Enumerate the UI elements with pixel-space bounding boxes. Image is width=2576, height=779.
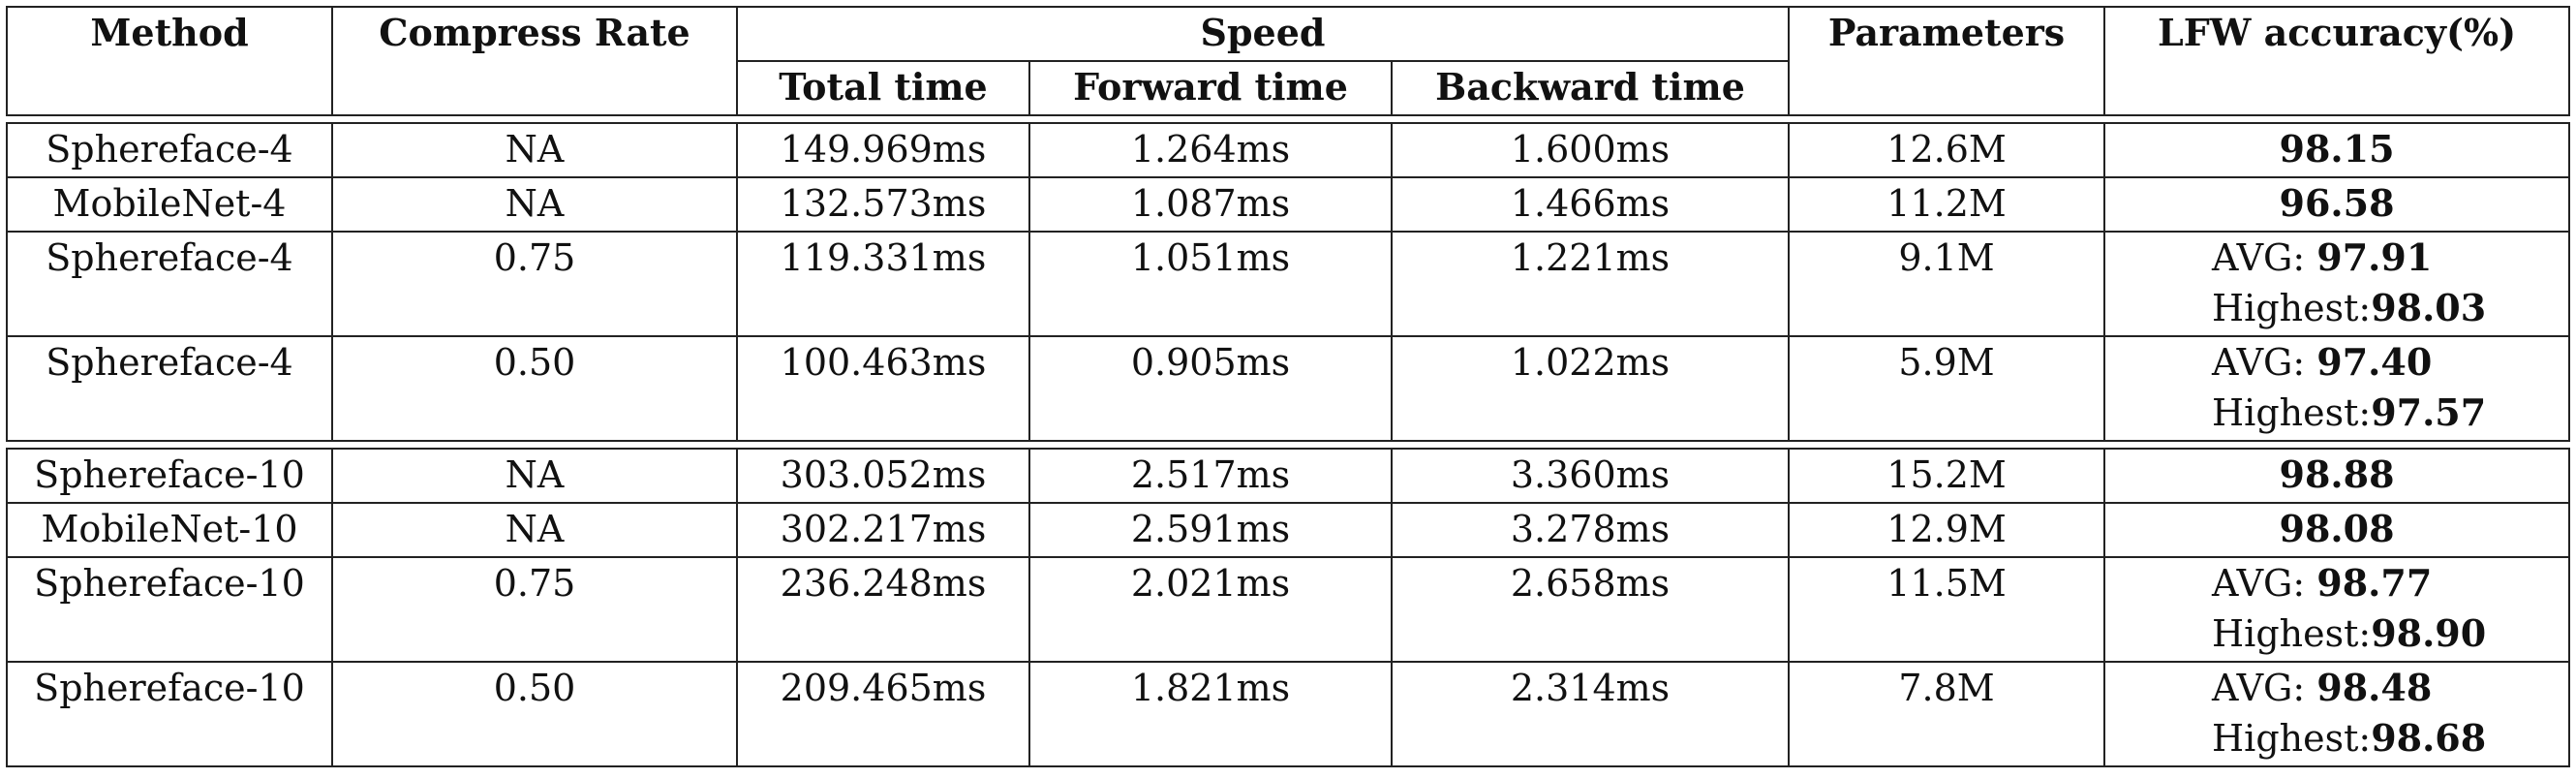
cell-total-time: 236.248ms [736, 556, 1030, 663]
cell-forward-time: 1.264ms [1028, 122, 1393, 178]
header-lfw-accuracy: LFW accuracy(%) [2103, 6, 2571, 116]
cell-accuracy: AVG: 98.48 Highest:98.68 [2103, 661, 2571, 767]
avg-value: 97.40 [2316, 340, 2433, 384]
avg-label: AVG: [2212, 562, 2317, 605]
cell-backward-time: 1.221ms [1390, 231, 1791, 337]
cell-accuracy: 98.08 [2103, 502, 2571, 558]
results-table: Method Compress Rate Speed Parameters LF… [6, 6, 2571, 767]
highest-value: 98.90 [2371, 611, 2487, 655]
cell-total-time: 149.969ms [736, 122, 1030, 178]
accuracy-highest: Highest:98.03 [2212, 283, 2561, 333]
highest-value: 97.57 [2371, 390, 2487, 434]
highest-label: Highest: [2212, 717, 2372, 760]
accuracy-highest: Highest:98.90 [2212, 608, 2561, 659]
cell-method: Sphereface-10 [6, 661, 333, 767]
cell-rate: NA [331, 122, 738, 178]
cell-accuracy: AVG: 97.91 Highest:98.03 [2103, 231, 2571, 337]
cell-accuracy: AVG: 98.77 Highest:98.90 [2103, 556, 2571, 663]
cell-forward-time: 1.821ms [1028, 661, 1393, 767]
cell-backward-time: 2.658ms [1390, 556, 1791, 663]
cell-forward-time: 1.051ms [1028, 231, 1393, 337]
avg-label: AVG: [2212, 341, 2317, 384]
accuracy-avg: AVG: 98.48 [2212, 664, 2561, 713]
accuracy-avg: AVG: 98.77 [2212, 559, 2561, 608]
cell-forward-time: 1.087ms [1028, 176, 1393, 233]
avg-label: AVG: [2212, 236, 2317, 279]
cell-forward-time: 2.591ms [1028, 502, 1393, 558]
highest-label: Highest: [2212, 612, 2372, 655]
cell-forward-time: 0.905ms [1028, 335, 1393, 442]
cell-parameters: 7.8M [1788, 661, 2106, 767]
highest-value: 98.03 [2371, 286, 2487, 329]
cell-parameters: 9.1M [1788, 231, 2106, 337]
table-row: Sphereface-10 NA 303.052ms 2.517ms 3.360… [6, 448, 2571, 504]
cell-method: MobileNet-4 [6, 176, 333, 233]
cell-accuracy: 98.15 [2103, 122, 2571, 178]
avg-value: 98.77 [2316, 561, 2433, 605]
cell-rate: 0.50 [331, 335, 738, 442]
cell-method: Sphereface-10 [6, 556, 333, 663]
cell-total-time: 303.052ms [736, 448, 1030, 504]
cell-rate: NA [331, 176, 738, 233]
cell-backward-time: 2.314ms [1390, 661, 1791, 767]
avg-label: AVG: [2212, 667, 2317, 709]
table-row: Sphereface-10 0.75 236.248ms 2.021ms 2.6… [6, 556, 2571, 663]
header-speed: Speed [735, 6, 1791, 62]
table-row: Sphereface-4 0.75 119.331ms 1.051ms 1.22… [6, 231, 2571, 337]
cell-backward-time: 1.022ms [1390, 335, 1791, 442]
avg-value: 98.48 [2316, 666, 2433, 709]
header-forward-time: Forward time [1028, 60, 1393, 116]
cell-rate: 0.50 [331, 661, 738, 767]
cell-accuracy: 98.88 [2103, 448, 2571, 504]
cell-rate: NA [331, 448, 738, 504]
header-method: Method [6, 6, 333, 116]
header-total-time: Total time [736, 60, 1030, 116]
cell-total-time: 100.463ms [736, 335, 1030, 442]
cell-accuracy: 96.58 [2103, 176, 2571, 233]
table-row: Sphereface-10 0.50 209.465ms 1.821ms 2.3… [6, 661, 2571, 767]
cell-method: Sphereface-4 [6, 335, 333, 442]
cell-backward-time: 1.466ms [1390, 176, 1791, 233]
table-row: MobileNet-10 NA 302.217ms 2.591ms 3.278m… [6, 502, 2571, 558]
header-backward-time: Backward time [1390, 60, 1791, 116]
accuracy-avg: AVG: 97.40 [2212, 338, 2561, 388]
accuracy-highest: Highest:98.68 [2212, 713, 2561, 763]
cell-method: Sphereface-4 [6, 122, 333, 178]
cell-parameters: 12.6M [1788, 122, 2106, 178]
cell-total-time: 209.465ms [736, 661, 1030, 767]
cell-parameters: 11.5M [1788, 556, 2106, 663]
cell-method: Sphereface-10 [6, 448, 333, 504]
cell-backward-time: 3.360ms [1390, 448, 1791, 504]
cell-backward-time: 1.600ms [1390, 122, 1791, 178]
cell-parameters: 11.2M [1788, 176, 2106, 233]
highest-value: 98.68 [2371, 716, 2487, 760]
cell-method: Sphereface-4 [6, 231, 333, 337]
header-compress-rate: Compress Rate [331, 6, 738, 116]
cell-total-time: 119.331ms [736, 231, 1030, 337]
cell-rate: NA [331, 502, 738, 558]
header-parameters: Parameters [1788, 6, 2106, 116]
table-row: Sphereface-4 NA 149.969ms 1.264ms 1.600m… [6, 122, 2571, 178]
cell-rate: 0.75 [331, 556, 738, 663]
cell-forward-time: 2.021ms [1028, 556, 1393, 663]
cell-parameters: 15.2M [1788, 448, 2106, 504]
cell-total-time: 302.217ms [736, 502, 1030, 558]
highest-label: Highest: [2212, 287, 2372, 329]
cell-accuracy: AVG: 97.40 Highest:97.57 [2103, 335, 2571, 442]
cell-forward-time: 2.517ms [1028, 448, 1393, 504]
accuracy-avg: AVG: 97.91 [2212, 234, 2561, 283]
cell-method: MobileNet-10 [6, 502, 333, 558]
cell-backward-time: 3.278ms [1390, 502, 1791, 558]
cell-parameters: 5.9M [1788, 335, 2106, 442]
cell-parameters: 12.9M [1788, 502, 2106, 558]
table-row: MobileNet-4 NA 132.573ms 1.087ms 1.466ms… [6, 176, 2571, 233]
accuracy-highest: Highest:97.57 [2212, 388, 2561, 438]
table-row: Sphereface-4 0.50 100.463ms 0.905ms 1.02… [6, 335, 2571, 442]
highest-label: Highest: [2212, 391, 2372, 434]
cell-rate: 0.75 [331, 231, 738, 337]
cell-total-time: 132.573ms [736, 176, 1030, 233]
avg-value: 97.91 [2316, 235, 2433, 279]
